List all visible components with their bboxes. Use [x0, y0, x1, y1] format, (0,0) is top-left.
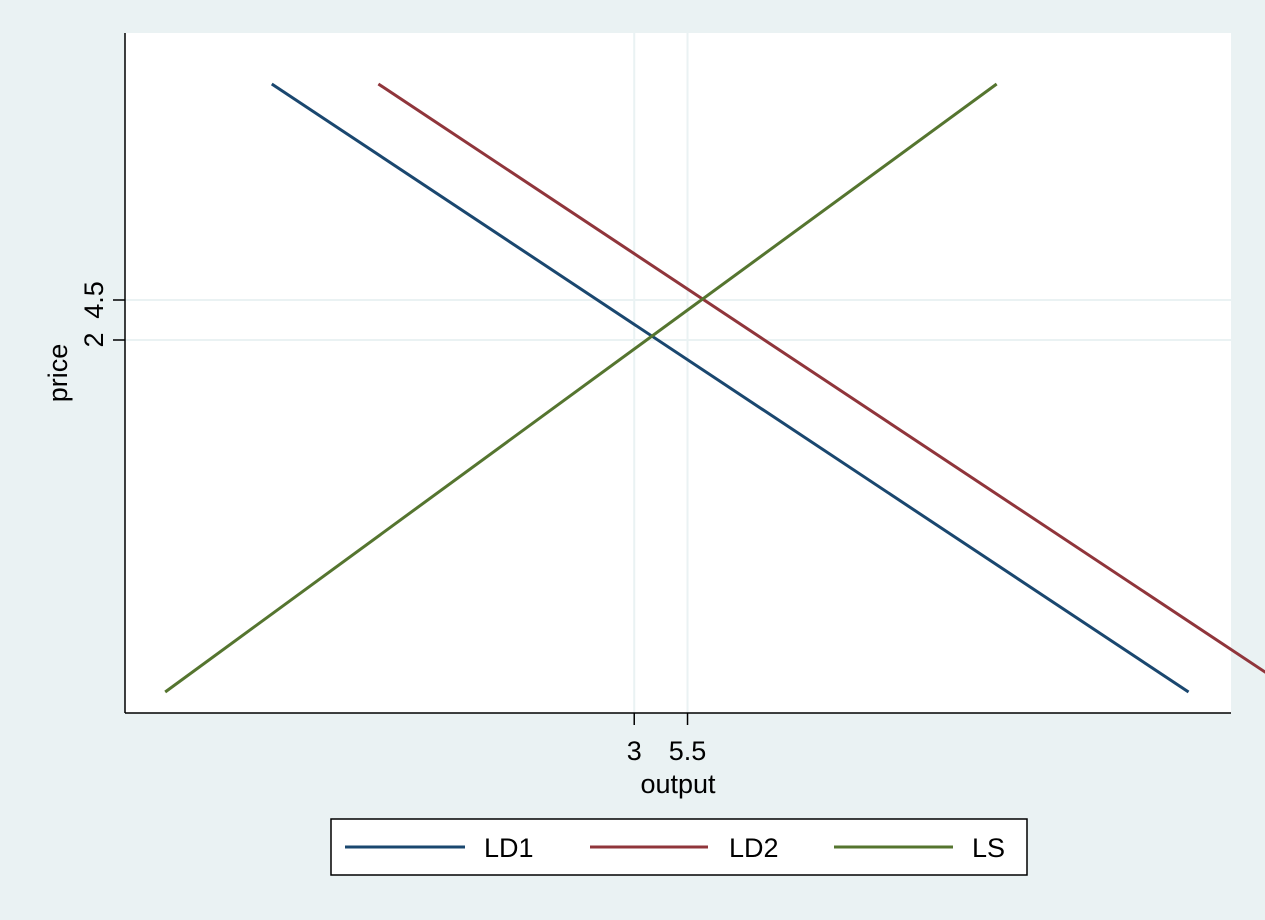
y-tick-label: 4.5	[79, 281, 109, 319]
y-axis-title: price	[43, 344, 73, 403]
legend: LD1 LD2 LS	[331, 819, 1027, 875]
x-tick-label: 3	[627, 736, 642, 766]
x-tick-label: 5.5	[669, 736, 707, 766]
legend-label-ls: LS	[972, 833, 1005, 863]
y-tick-label: 2	[79, 332, 109, 347]
x-axis-title: output	[640, 769, 716, 799]
legend-label-ld1: LD1	[484, 833, 534, 863]
legend-label-ld2: LD2	[729, 833, 779, 863]
